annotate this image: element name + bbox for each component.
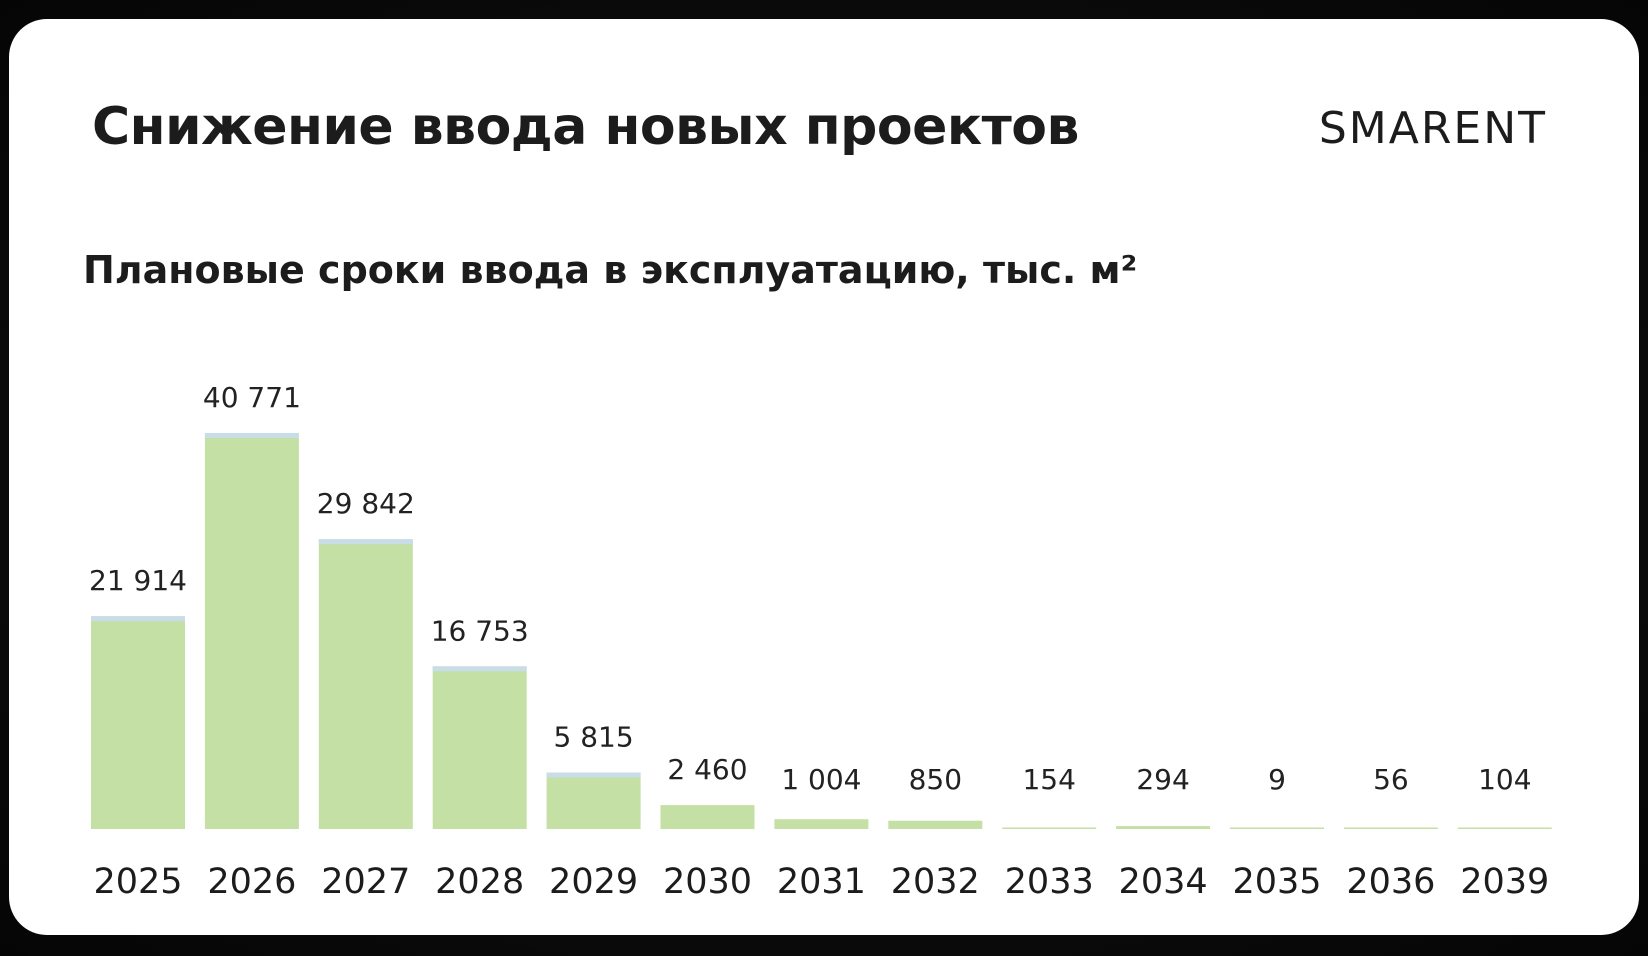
value-label-2035: 9 (1268, 763, 1286, 796)
value-label-2034: 294 (1136, 763, 1189, 796)
bar-cap-2029 (546, 772, 641, 778)
value-label-2039: 104 (1478, 763, 1531, 796)
value-label-2031: 1 004 (781, 763, 861, 796)
bar-2032 (888, 820, 983, 829)
bar-2035 (1230, 827, 1324, 829)
value-label-2033: 154 (1022, 763, 1075, 796)
category-label-2026: 2026 (207, 862, 296, 902)
brand-logo: SMARENT (1318, 103, 1547, 154)
value-label-2025: 21 914 (89, 564, 187, 597)
bar-2026 (204, 433, 299, 829)
bar-2028 (432, 666, 527, 829)
bar-2036 (1343, 827, 1438, 829)
bar-2034 (1116, 826, 1211, 829)
chart-title: Плановые сроки ввода в эксплуатацию, тыс… (83, 248, 1138, 292)
category-label-2032: 2032 (891, 862, 980, 902)
bar-2025 (91, 616, 185, 829)
bar-cap-2027 (318, 539, 413, 545)
category-label-2034: 2034 (1119, 862, 1208, 902)
bar-cap-2026 (204, 433, 299, 438)
bar-2027 (318, 539, 413, 829)
value-label-2026: 40 771 (203, 381, 301, 414)
category-label-2027: 2027 (321, 862, 410, 902)
category-label-2036: 2036 (1346, 862, 1435, 902)
value-label-2028: 16 753 (431, 614, 529, 647)
value-label-2036: 56 (1373, 763, 1409, 796)
slide-card: Снижение ввода новых проектов SMARENT Пл… (9, 19, 1639, 935)
value-label-2029: 5 815 (554, 721, 634, 754)
bar-cap-2025 (91, 616, 185, 622)
bar-cap-2028 (432, 666, 527, 672)
bar-chart: 21 914 2025 40 771 2026 29 842 2027 16 753 2028… (89, 381, 1552, 902)
category-label-2035: 2035 (1232, 862, 1321, 902)
value-label-2032: 850 (909, 763, 962, 796)
category-label-2025: 2025 (93, 862, 182, 902)
bar-2031 (774, 819, 869, 829)
page-title: Снижение ввода новых проектов (92, 97, 1079, 157)
category-label-2029: 2029 (549, 862, 638, 902)
category-label-2039: 2039 (1460, 862, 1549, 902)
value-label-2030: 2 460 (667, 753, 747, 786)
category-label-2033: 2033 (1005, 862, 1094, 902)
category-label-2031: 2031 (777, 862, 866, 902)
bar-2039 (1457, 827, 1552, 829)
bar-2033 (1002, 827, 1097, 829)
bar-2030 (660, 805, 755, 829)
category-label-2030: 2030 (663, 862, 752, 902)
value-label-2027: 29 842 (317, 487, 415, 520)
bar-2029 (546, 772, 641, 829)
category-label-2028: 2028 (435, 862, 524, 902)
